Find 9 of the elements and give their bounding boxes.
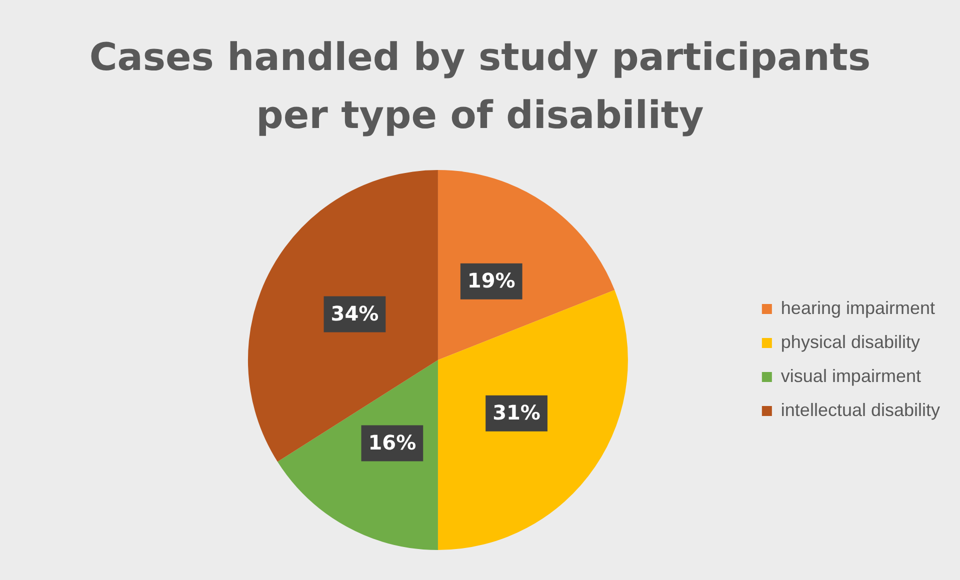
data-label: 19%: [467, 268, 516, 293]
legend-label: physical disability: [780, 332, 920, 352]
legend-label: visual impairment: [780, 366, 921, 386]
data-label: 34%: [330, 301, 379, 326]
legend-label: hearing impairment: [780, 298, 935, 318]
chart-title: Cases handled by study participants per type of disability: [88, 34, 872, 139]
legend-label: intellectual disability: [780, 400, 940, 420]
data-label: 31%: [492, 400, 540, 425]
data-label: 16%: [368, 430, 416, 454]
